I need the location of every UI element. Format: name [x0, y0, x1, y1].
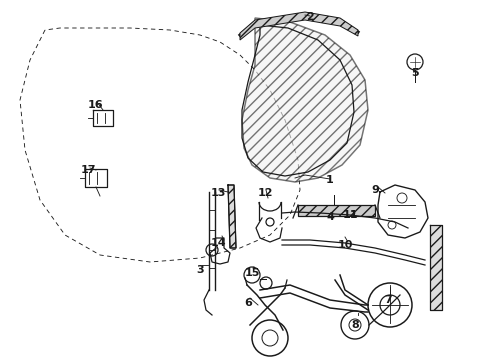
Text: 15: 15: [245, 268, 260, 278]
Text: 11: 11: [342, 210, 358, 220]
Text: 4: 4: [326, 212, 334, 222]
Polygon shape: [430, 225, 442, 310]
Polygon shape: [240, 12, 358, 40]
Polygon shape: [242, 18, 368, 182]
Text: 2: 2: [306, 12, 314, 22]
Text: 3: 3: [196, 265, 204, 275]
Text: 17: 17: [80, 165, 96, 175]
Text: 14: 14: [210, 238, 226, 248]
Text: 16: 16: [87, 100, 103, 110]
Text: 12: 12: [257, 188, 273, 198]
Text: 9: 9: [371, 185, 379, 195]
Text: 7: 7: [384, 295, 392, 305]
Text: 13: 13: [210, 188, 226, 198]
Text: 8: 8: [351, 320, 359, 330]
Text: 10: 10: [337, 240, 353, 250]
Polygon shape: [228, 185, 236, 248]
Text: 6: 6: [244, 298, 252, 308]
Text: 5: 5: [411, 68, 419, 78]
Polygon shape: [298, 205, 375, 216]
Text: 1: 1: [326, 175, 334, 185]
